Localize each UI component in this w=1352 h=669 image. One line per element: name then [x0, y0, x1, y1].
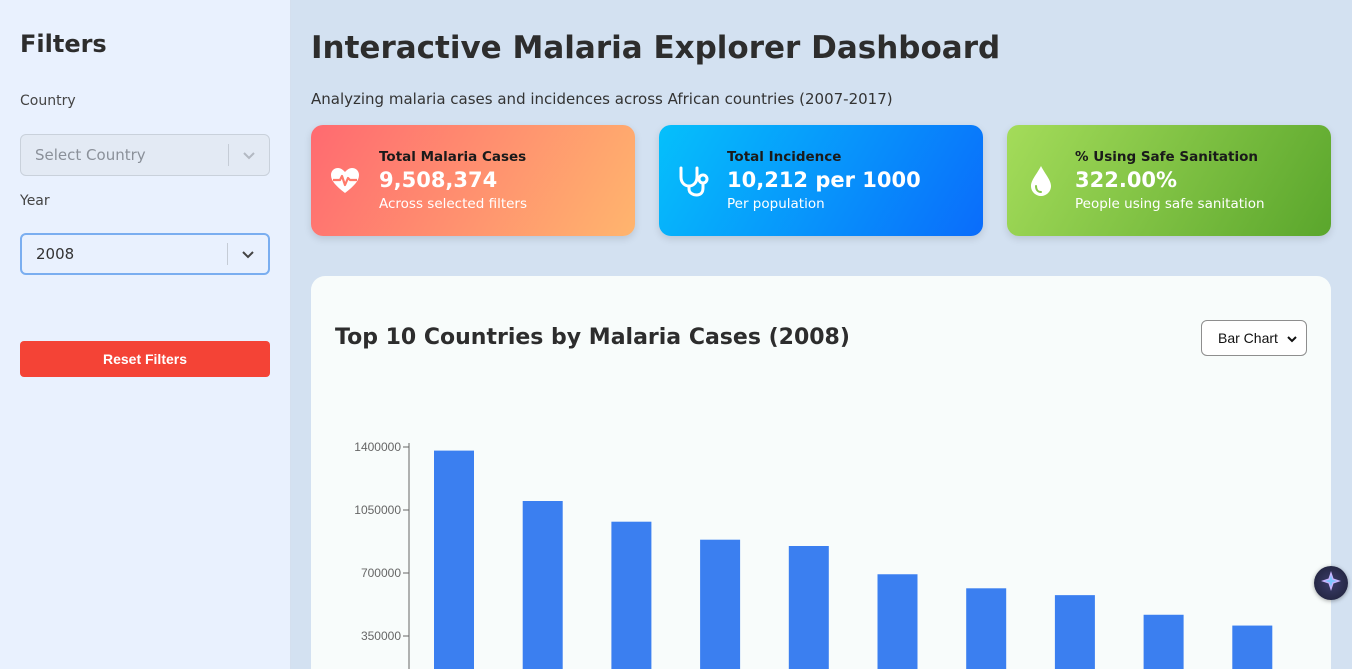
page-subtitle: Analyzing malaria cases and incidences a…: [311, 90, 893, 108]
kpi-title: % Using Safe Sanitation: [1075, 149, 1258, 165]
heart-pulse-icon: [329, 165, 361, 197]
chart-type-value: Bar Chart: [1218, 330, 1278, 346]
kpi-value: 10,212 per 1000: [727, 168, 921, 192]
kpi-value: 9,508,374: [379, 168, 498, 192]
kpi-card-total-cases: Total Malaria Cases 9,508,374 Across sel…: [311, 125, 635, 236]
chevron-down-icon: [228, 247, 268, 261]
page-title: Interactive Malaria Explorer Dashboard: [311, 30, 1001, 66]
kpi-description: People using safe sanitation: [1075, 196, 1265, 212]
stethoscope-icon: [677, 165, 709, 197]
bar: [1054, 595, 1095, 669]
country-select-placeholder: Select Country: [35, 146, 146, 164]
kpi-title: Total Malaria Cases: [379, 149, 527, 165]
bar: [522, 501, 563, 669]
bar: [611, 521, 652, 669]
select-separator: [228, 144, 229, 166]
year-select[interactable]: 2008: [20, 233, 270, 275]
water-drop-icon: [1025, 165, 1057, 197]
kpi-card-text: Total Malaria Cases 9,508,374 Across sel…: [379, 149, 527, 212]
bar: [1232, 625, 1273, 669]
chevron-down-icon: [229, 148, 269, 162]
kpi-description: Across selected filters: [379, 196, 528, 212]
y-tick-label: 350000: [361, 629, 401, 643]
kpi-card-text: % Using Safe Sanitation 322.00% People u…: [1075, 149, 1265, 212]
y-tick-label: 700000: [361, 566, 401, 580]
kpi-value: 322.00%: [1075, 168, 1178, 192]
year-label: Year: [20, 193, 50, 209]
bar: [788, 546, 829, 669]
malaria-bar-chart: 350000 700000 1050000 1400000: [354, 440, 1273, 669]
y-tick-label: 1400000: [354, 440, 401, 454]
kpi-card-safe-sanitation: % Using Safe Sanitation 322.00% People u…: [1007, 125, 1331, 236]
kpi-description: Per population: [727, 196, 825, 212]
country-label: Country: [20, 93, 76, 109]
bar: [434, 450, 474, 669]
year-select-value: 2008: [36, 245, 75, 263]
bar: [966, 588, 1007, 669]
bar: [1143, 614, 1184, 669]
assistant-sparkle-button[interactable]: [1314, 566, 1348, 600]
kpi-card-total-incidence: Total Incidence 10,212 per 1000 Per popu…: [659, 125, 983, 236]
bar: [700, 539, 741, 669]
chart-title: Top 10 Countries by Malaria Cases (2008): [335, 325, 850, 350]
kpi-title: Total Incidence: [727, 149, 842, 165]
y-tick-label: 1050000: [354, 503, 401, 517]
country-select[interactable]: Select Country: [20, 134, 270, 176]
kpi-card-text: Total Incidence 10,212 per 1000 Per popu…: [727, 149, 921, 212]
bar: [877, 574, 918, 669]
select-separator: [227, 243, 228, 265]
chart-panel: Top 10 Countries by Malaria Cases (2008)…: [311, 276, 1331, 669]
reset-filters-button[interactable]: Reset Filters: [20, 341, 270, 377]
sidebar-title: Filters: [20, 30, 107, 58]
chevron-down-icon: [1286, 332, 1298, 348]
filters-sidebar: Filters Country Select Country Year 2008…: [0, 0, 291, 669]
sparkle-icon: [1320, 570, 1342, 597]
chart-type-select[interactable]: Bar Chart: [1201, 320, 1307, 356]
